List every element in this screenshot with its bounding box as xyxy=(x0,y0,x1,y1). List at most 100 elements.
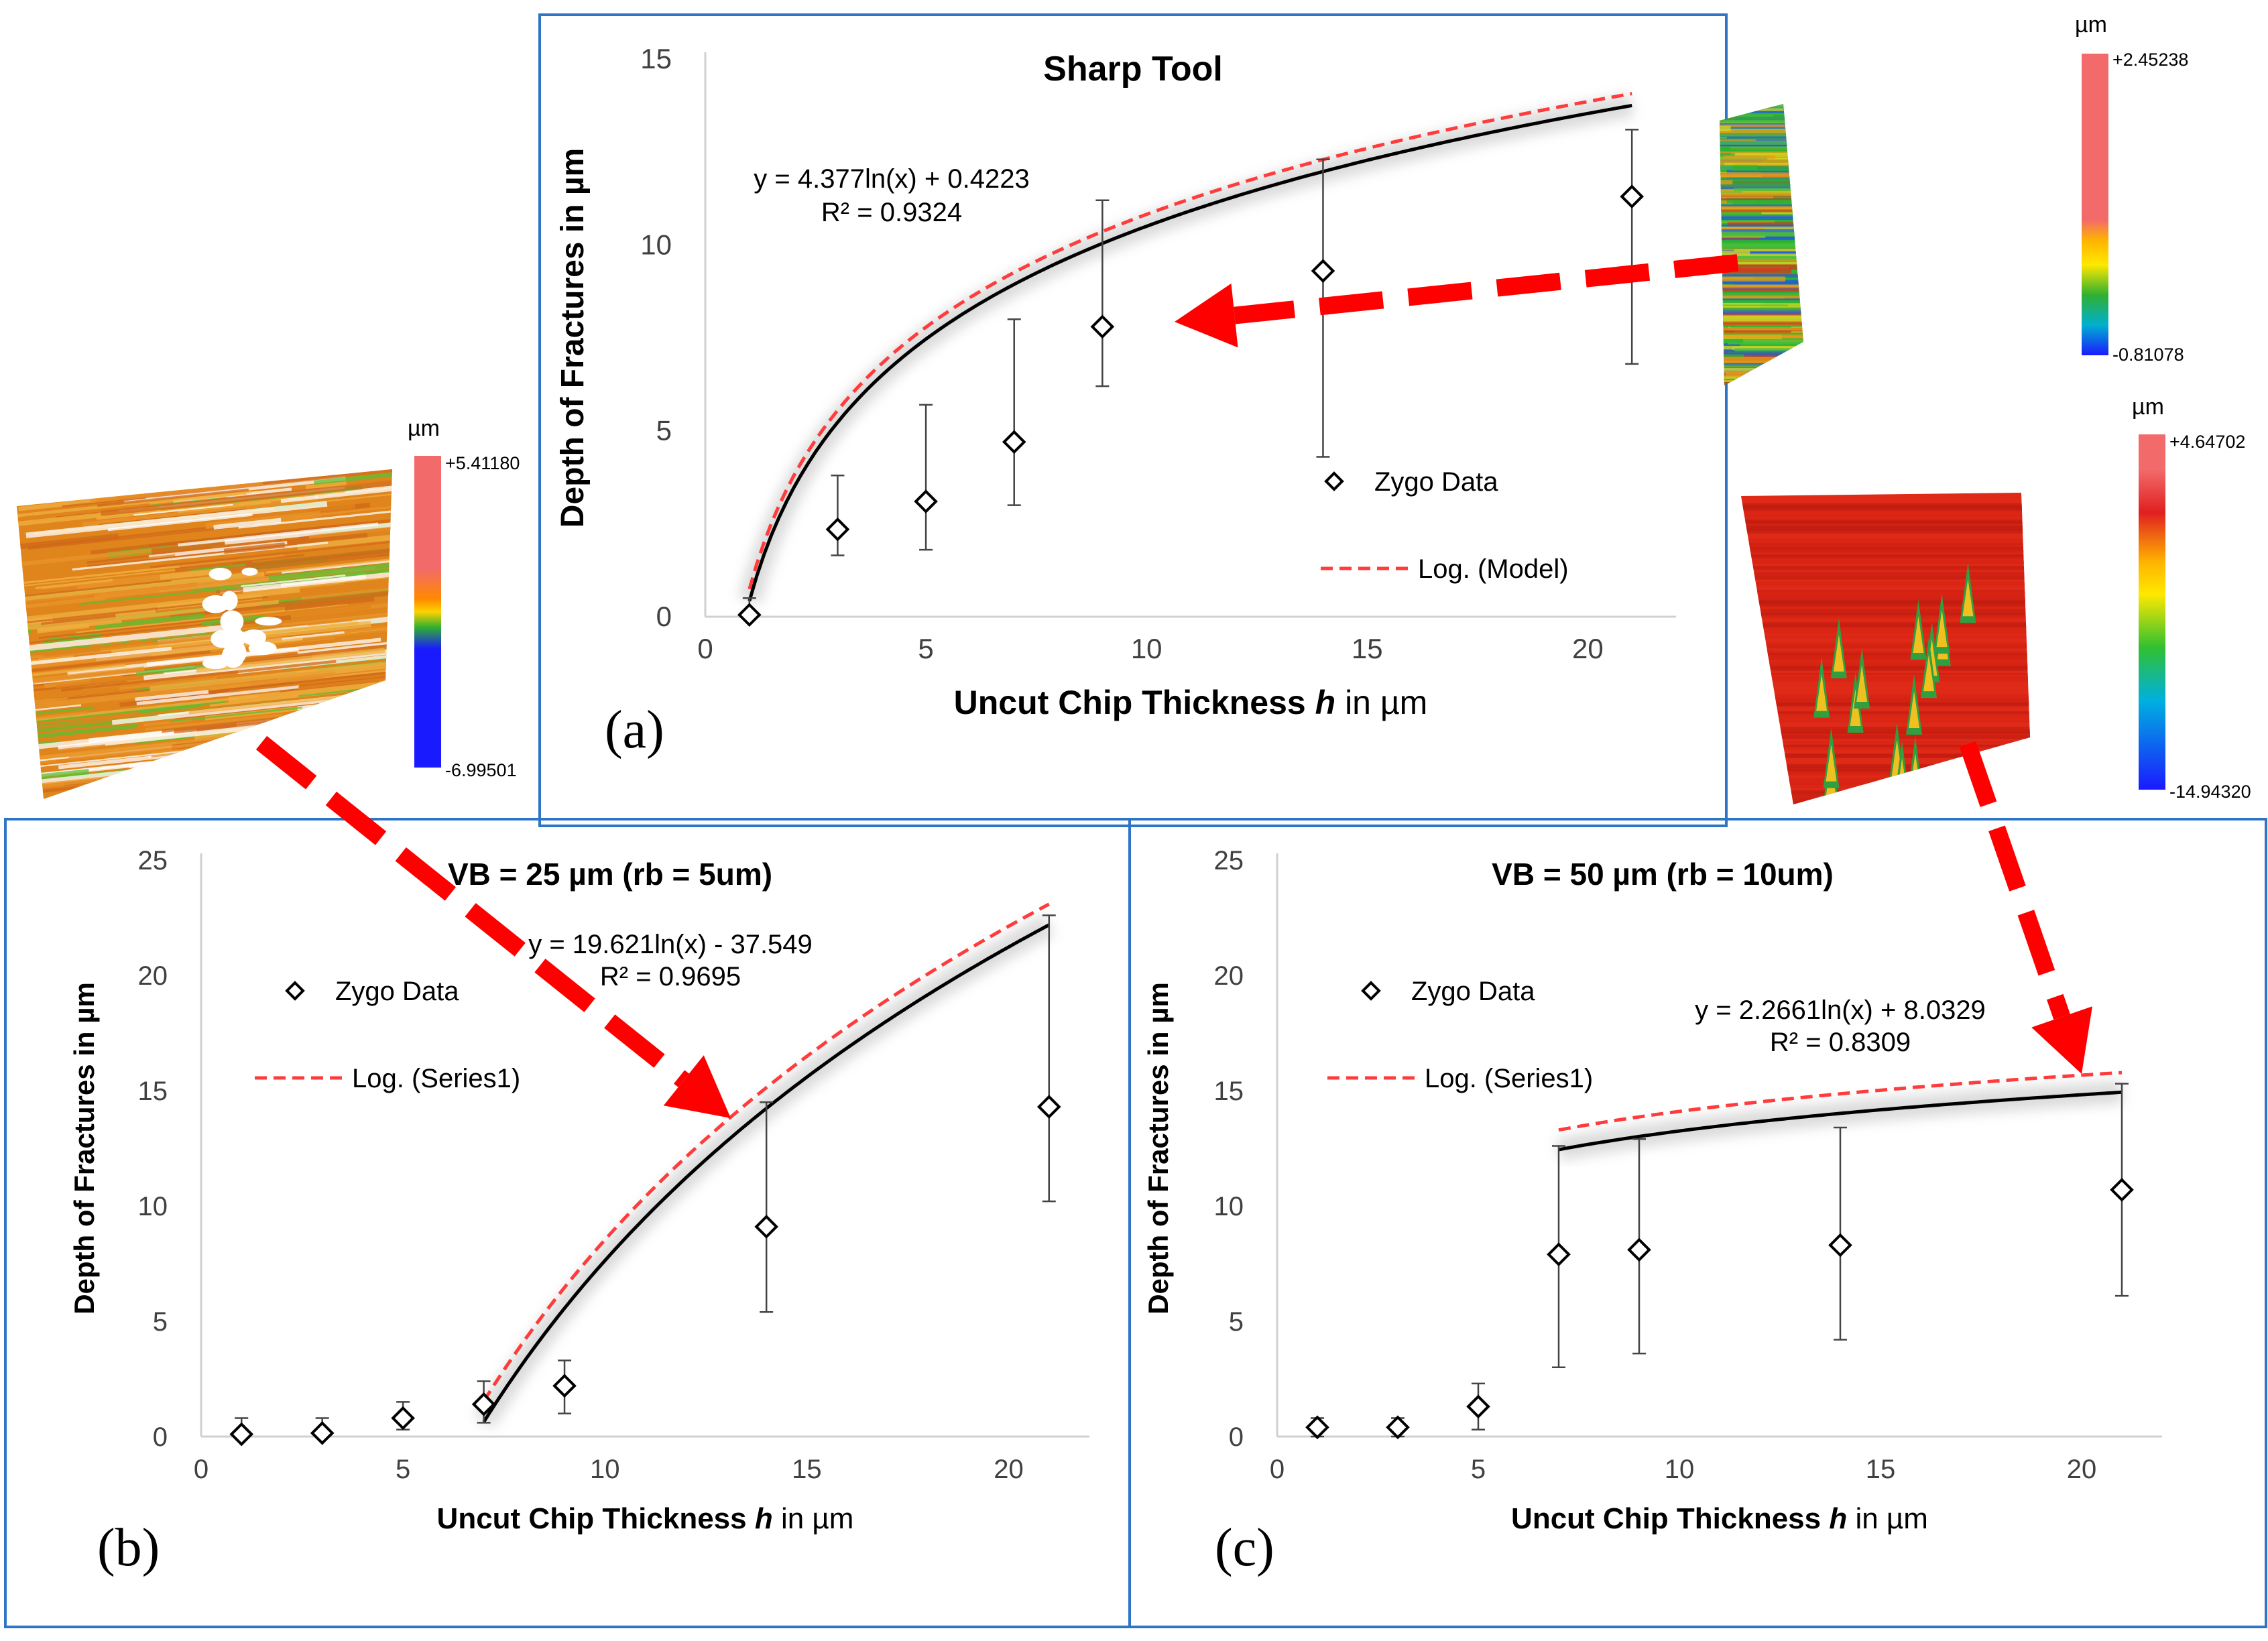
surface-streak xyxy=(1720,125,1803,129)
data-point xyxy=(1466,1394,1490,1419)
surface-streak xyxy=(1720,178,1803,182)
x-tick-label: 0 xyxy=(1270,1455,1285,1484)
surface-streak xyxy=(1720,377,1803,382)
surface-streak xyxy=(1720,363,1803,369)
surface-streak xyxy=(1723,357,1803,363)
surface-streak xyxy=(1720,263,1803,270)
surface-streak xyxy=(223,753,392,780)
data-point xyxy=(737,603,762,627)
surface-streak xyxy=(1720,269,1779,272)
surface-streak xyxy=(1741,729,2030,734)
surface-streak xyxy=(1720,304,1788,306)
y-tick-label: 0 xyxy=(153,1422,168,1452)
surface-streak xyxy=(1741,567,2030,570)
surface-streak xyxy=(82,495,339,526)
surface-streak xyxy=(1741,538,2030,542)
surface-streak xyxy=(1720,191,1742,194)
surface-streak xyxy=(60,469,286,476)
x-tick-label: 20 xyxy=(2067,1455,2097,1484)
surface-streak xyxy=(1741,635,2030,639)
trendline-r2: R² = 0.9695 xyxy=(600,962,741,991)
surface-streak xyxy=(1741,719,2030,723)
surface-streak xyxy=(1741,526,2030,531)
trendline-r2: R² = 0.8309 xyxy=(1770,1028,1911,1057)
surface-streak xyxy=(1720,320,1803,326)
surface-streak xyxy=(127,469,392,475)
surface-streak xyxy=(1720,104,1803,109)
surface-streak xyxy=(1741,713,2030,719)
surface-streak xyxy=(1741,740,2030,744)
colorbar xyxy=(2082,54,2108,355)
surface-defect xyxy=(202,595,229,613)
surface-streak xyxy=(245,537,392,567)
legend-marker-data xyxy=(1324,471,1344,491)
surface-streak xyxy=(38,616,238,640)
surface-streak xyxy=(133,469,278,476)
surface-streak xyxy=(44,469,157,480)
surface-streak xyxy=(1720,297,1803,300)
surface-streak xyxy=(1720,129,1803,134)
surface-streak xyxy=(1720,180,1733,185)
colorbar-unit: µm xyxy=(408,416,440,441)
surface-defect xyxy=(255,617,282,626)
surface-streak xyxy=(1720,255,1803,259)
surface-streak xyxy=(1720,367,1803,371)
surface-streak xyxy=(1741,515,2030,519)
surface-streak xyxy=(0,595,16,601)
annotation-arrows xyxy=(255,254,2092,1118)
surface-inset: µm+5.41180 -6.99501 xyxy=(0,416,520,799)
surface-streak xyxy=(1741,753,2030,758)
y-tick-label: 15 xyxy=(138,1077,168,1106)
colorbar-min: -14.94320 xyxy=(2169,782,2251,802)
surface-streak xyxy=(281,554,392,574)
surface-streak xyxy=(1720,377,1803,383)
surface-streak xyxy=(139,704,201,714)
surface-streak xyxy=(1720,159,1803,166)
legend-label-model: Log. (Series1) xyxy=(1425,1064,1593,1093)
surface-streak xyxy=(1657,170,1717,172)
surface-streak xyxy=(17,603,48,613)
data-point xyxy=(825,517,850,542)
surface-streak xyxy=(1720,198,1803,200)
surface-streak xyxy=(1667,128,1719,134)
surface-streak xyxy=(1741,530,2030,534)
surface-streak xyxy=(305,481,347,489)
surface-streak xyxy=(133,503,233,516)
surface-streak xyxy=(1720,371,1803,374)
y-tick-label: 10 xyxy=(640,229,672,260)
surface-streak xyxy=(1720,376,1753,379)
surface-streak xyxy=(76,603,348,633)
chart-panel: 0 5 10 15 20 0 5 10 15 20 25 VB = 50 µm (rb = 10um)… xyxy=(1142,846,2162,1577)
x-axis-label-variable: h xyxy=(1315,684,1336,721)
surface-streak xyxy=(1741,699,2030,703)
chart-panels: 0 5 10 15 20 0 5 10 15 Sharp Tool Uncut Chip Thick… xyxy=(68,43,2162,1577)
surface-streak xyxy=(1741,592,2030,597)
x-axis-label: Uncut Chip Thickness h in µm xyxy=(437,1502,854,1535)
surface-streak xyxy=(1722,377,1803,380)
x-tick-label: 5 xyxy=(396,1455,410,1484)
surface-spike xyxy=(1936,610,1948,648)
data-point xyxy=(1090,314,1115,339)
colorbar-min: -6.99501 xyxy=(445,760,517,780)
y-tick-label: 0 xyxy=(1229,1422,1244,1452)
surface-streak xyxy=(1720,106,1803,112)
x-axis-label-suffix: in µm xyxy=(773,1502,854,1535)
surface-streak xyxy=(1720,337,1803,343)
surface-streak xyxy=(1720,250,1750,255)
surface-streak xyxy=(1732,166,1803,171)
surface-streak xyxy=(1720,337,1744,343)
surface-streak xyxy=(1734,348,1803,352)
surface-streak xyxy=(1722,120,1803,123)
arrow-head xyxy=(663,1055,731,1118)
surface-spike xyxy=(1909,691,1920,729)
x-axis-label-prefix: Uncut Chip Thickness xyxy=(1511,1502,1829,1535)
surface-streak xyxy=(1724,155,1775,159)
surface-streak xyxy=(22,723,138,740)
colorbar-max: +5.41180 xyxy=(445,453,520,473)
surface-streak xyxy=(1720,125,1731,131)
surface-streak xyxy=(17,629,32,637)
surface-streak xyxy=(1741,677,2030,681)
surface-streak xyxy=(1741,746,2030,751)
panel-label: (c) xyxy=(1215,1518,1274,1577)
